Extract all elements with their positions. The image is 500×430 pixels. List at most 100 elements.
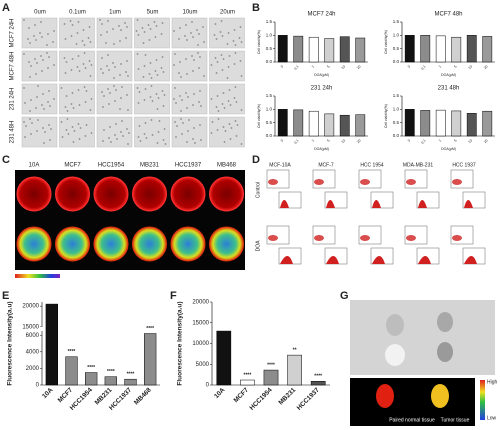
cell	[64, 106, 67, 108]
y-tick-label: 1.0	[393, 107, 400, 112]
micrograph	[59, 83, 95, 115]
micrograph	[96, 116, 133, 148]
panel-label: G	[340, 290, 349, 302]
cell	[83, 52, 86, 54]
cell	[227, 66, 230, 68]
cell	[175, 136, 177, 138]
y-tick-label: 0.5	[266, 120, 273, 125]
bar	[324, 38, 335, 63]
cell	[23, 121, 25, 123]
cell	[33, 35, 35, 37]
cell	[76, 32, 79, 34]
cell	[154, 36, 157, 38]
significance: ****	[107, 369, 115, 375]
cell	[114, 134, 116, 136]
bar	[124, 378, 137, 386]
column-label: 0.1um	[69, 10, 86, 16]
cell	[70, 35, 73, 37]
cell	[102, 106, 104, 108]
micrograph	[171, 50, 208, 82]
cell	[127, 75, 129, 77]
x-tick-label: 5	[326, 64, 330, 68]
cell	[149, 96, 152, 98]
axis-break	[39, 326, 45, 331]
panel-label: D	[252, 154, 260, 166]
cell	[65, 95, 68, 97]
cell	[47, 101, 49, 103]
cell	[150, 119, 153, 121]
cell	[52, 41, 54, 43]
bar	[293, 35, 304, 63]
cell	[63, 57, 66, 59]
chart-title: 231 24h	[311, 86, 333, 92]
cell	[82, 29, 85, 31]
bar	[355, 37, 366, 63]
scatter-plot	[450, 169, 474, 189]
cell	[113, 77, 115, 79]
micrograph	[209, 116, 245, 148]
cell	[137, 136, 140, 138]
significance: ****	[146, 326, 154, 332]
cell	[138, 91, 141, 93]
cell	[163, 128, 166, 130]
x-tick-label: 10	[341, 65, 347, 71]
well	[132, 176, 167, 212]
cell	[28, 61, 30, 63]
bar	[466, 113, 477, 137]
cell	[85, 124, 88, 126]
bar	[85, 372, 98, 386]
cell	[215, 38, 218, 40]
cell	[46, 44, 48, 46]
cell	[156, 108, 159, 110]
cell	[88, 60, 91, 62]
cell	[174, 53, 176, 55]
x-tick-label: MCF7	[233, 386, 251, 404]
bar	[104, 376, 117, 386]
cell-cloud	[406, 179, 416, 185]
cell	[107, 54, 109, 56]
cell	[150, 77, 153, 79]
cell	[109, 126, 111, 128]
row-label: DOA	[255, 240, 261, 252]
fluorescence-image	[350, 378, 475, 426]
x-tick-label: 5	[453, 64, 457, 68]
column-label: 20um	[220, 10, 235, 16]
cell	[193, 59, 195, 61]
y-tick-label: 1.5	[266, 19, 273, 24]
cell	[29, 110, 31, 112]
x-tick-label: 5	[453, 138, 457, 142]
scale-label: High	[487, 379, 498, 385]
color-scale	[15, 274, 60, 278]
cell	[186, 39, 188, 41]
cell	[48, 90, 50, 92]
x-tick-label: 10	[468, 65, 474, 71]
cell	[127, 143, 129, 145]
cell	[138, 125, 141, 127]
cell	[89, 109, 92, 111]
cell	[223, 107, 226, 109]
cell	[126, 94, 128, 96]
cell	[178, 38, 180, 40]
bar	[466, 35, 477, 63]
cell	[37, 85, 39, 87]
cell	[216, 61, 219, 63]
y-tick-label: 2000	[26, 366, 40, 372]
cell	[156, 74, 159, 76]
cell	[108, 69, 110, 71]
y-tick-label: 0.0	[393, 133, 400, 138]
cell	[36, 96, 38, 98]
scatter-plot	[266, 225, 290, 245]
y-axis-label: Cell viability(%)	[384, 104, 388, 128]
x-tick-label: 20	[356, 139, 362, 145]
cell	[157, 131, 160, 133]
cell	[69, 20, 72, 22]
x-tick-label: 10A	[213, 386, 227, 400]
micrograph	[59, 50, 95, 82]
bar	[293, 109, 304, 137]
cell	[41, 70, 43, 72]
scatter-plot	[358, 169, 382, 189]
micrograph	[59, 116, 95, 148]
cell	[228, 55, 231, 57]
cell-cloud	[452, 179, 462, 185]
cell	[43, 142, 45, 144]
